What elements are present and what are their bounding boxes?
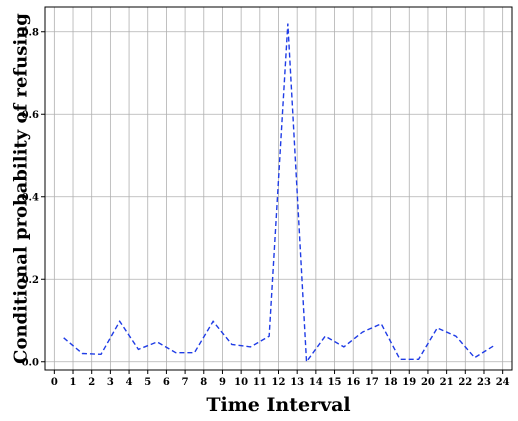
y-axis-title: Conditional probability of refusing <box>10 13 31 364</box>
x-tick-label: 0 <box>51 377 58 388</box>
x-tick-label: 8 <box>200 377 207 388</box>
x-axis: 0 1 2 3 4 5 6 7 8 9 10 11 12 13 14 15 16 17 18 19 20 21 22 23 24 <box>51 370 510 388</box>
x-tick-label: 20 <box>421 377 435 388</box>
x-tick-label: 12 <box>272 377 286 388</box>
x-tick-label: 24 <box>496 377 510 388</box>
x-tick-label: 5 <box>144 377 151 388</box>
x-tick-label: 22 <box>458 377 472 388</box>
y-axis: 0.0 0.2 0.4 0.6 0.8 <box>22 27 45 368</box>
x-tick-label: 6 <box>163 377 170 388</box>
x-tick-label: 14 <box>309 377 323 388</box>
y-tick-label: 0.0 <box>22 357 39 368</box>
x-tick-label: 10 <box>234 377 248 388</box>
x-tick-label: 4 <box>126 377 133 388</box>
x-tick-label: 23 <box>477 377 491 388</box>
grid <box>45 7 512 370</box>
x-tick-label: 1 <box>70 377 77 388</box>
x-tick-label: 17 <box>365 377 379 388</box>
x-tick-label: 9 <box>219 377 226 388</box>
x-tick-label: 7 <box>182 377 189 388</box>
x-tick-label: 3 <box>107 377 114 388</box>
y-tick-label: 0.4 <box>22 192 39 203</box>
y-tick-label: 0.2 <box>22 275 39 286</box>
x-tick-label: 11 <box>253 377 267 388</box>
x-tick-label: 16 <box>346 377 360 388</box>
x-tick-label: 21 <box>440 377 454 388</box>
x-tick-label: 15 <box>328 377 342 388</box>
y-tick-label: 0.6 <box>22 110 39 121</box>
x-tick-label: 18 <box>384 377 398 388</box>
y-tick-label: 0.8 <box>22 27 39 38</box>
x-tick-label: 19 <box>402 377 416 388</box>
x-axis-title: Time Interval <box>206 394 350 416</box>
x-tick-label: 2 <box>88 377 95 388</box>
x-tick-label: 13 <box>290 377 304 388</box>
